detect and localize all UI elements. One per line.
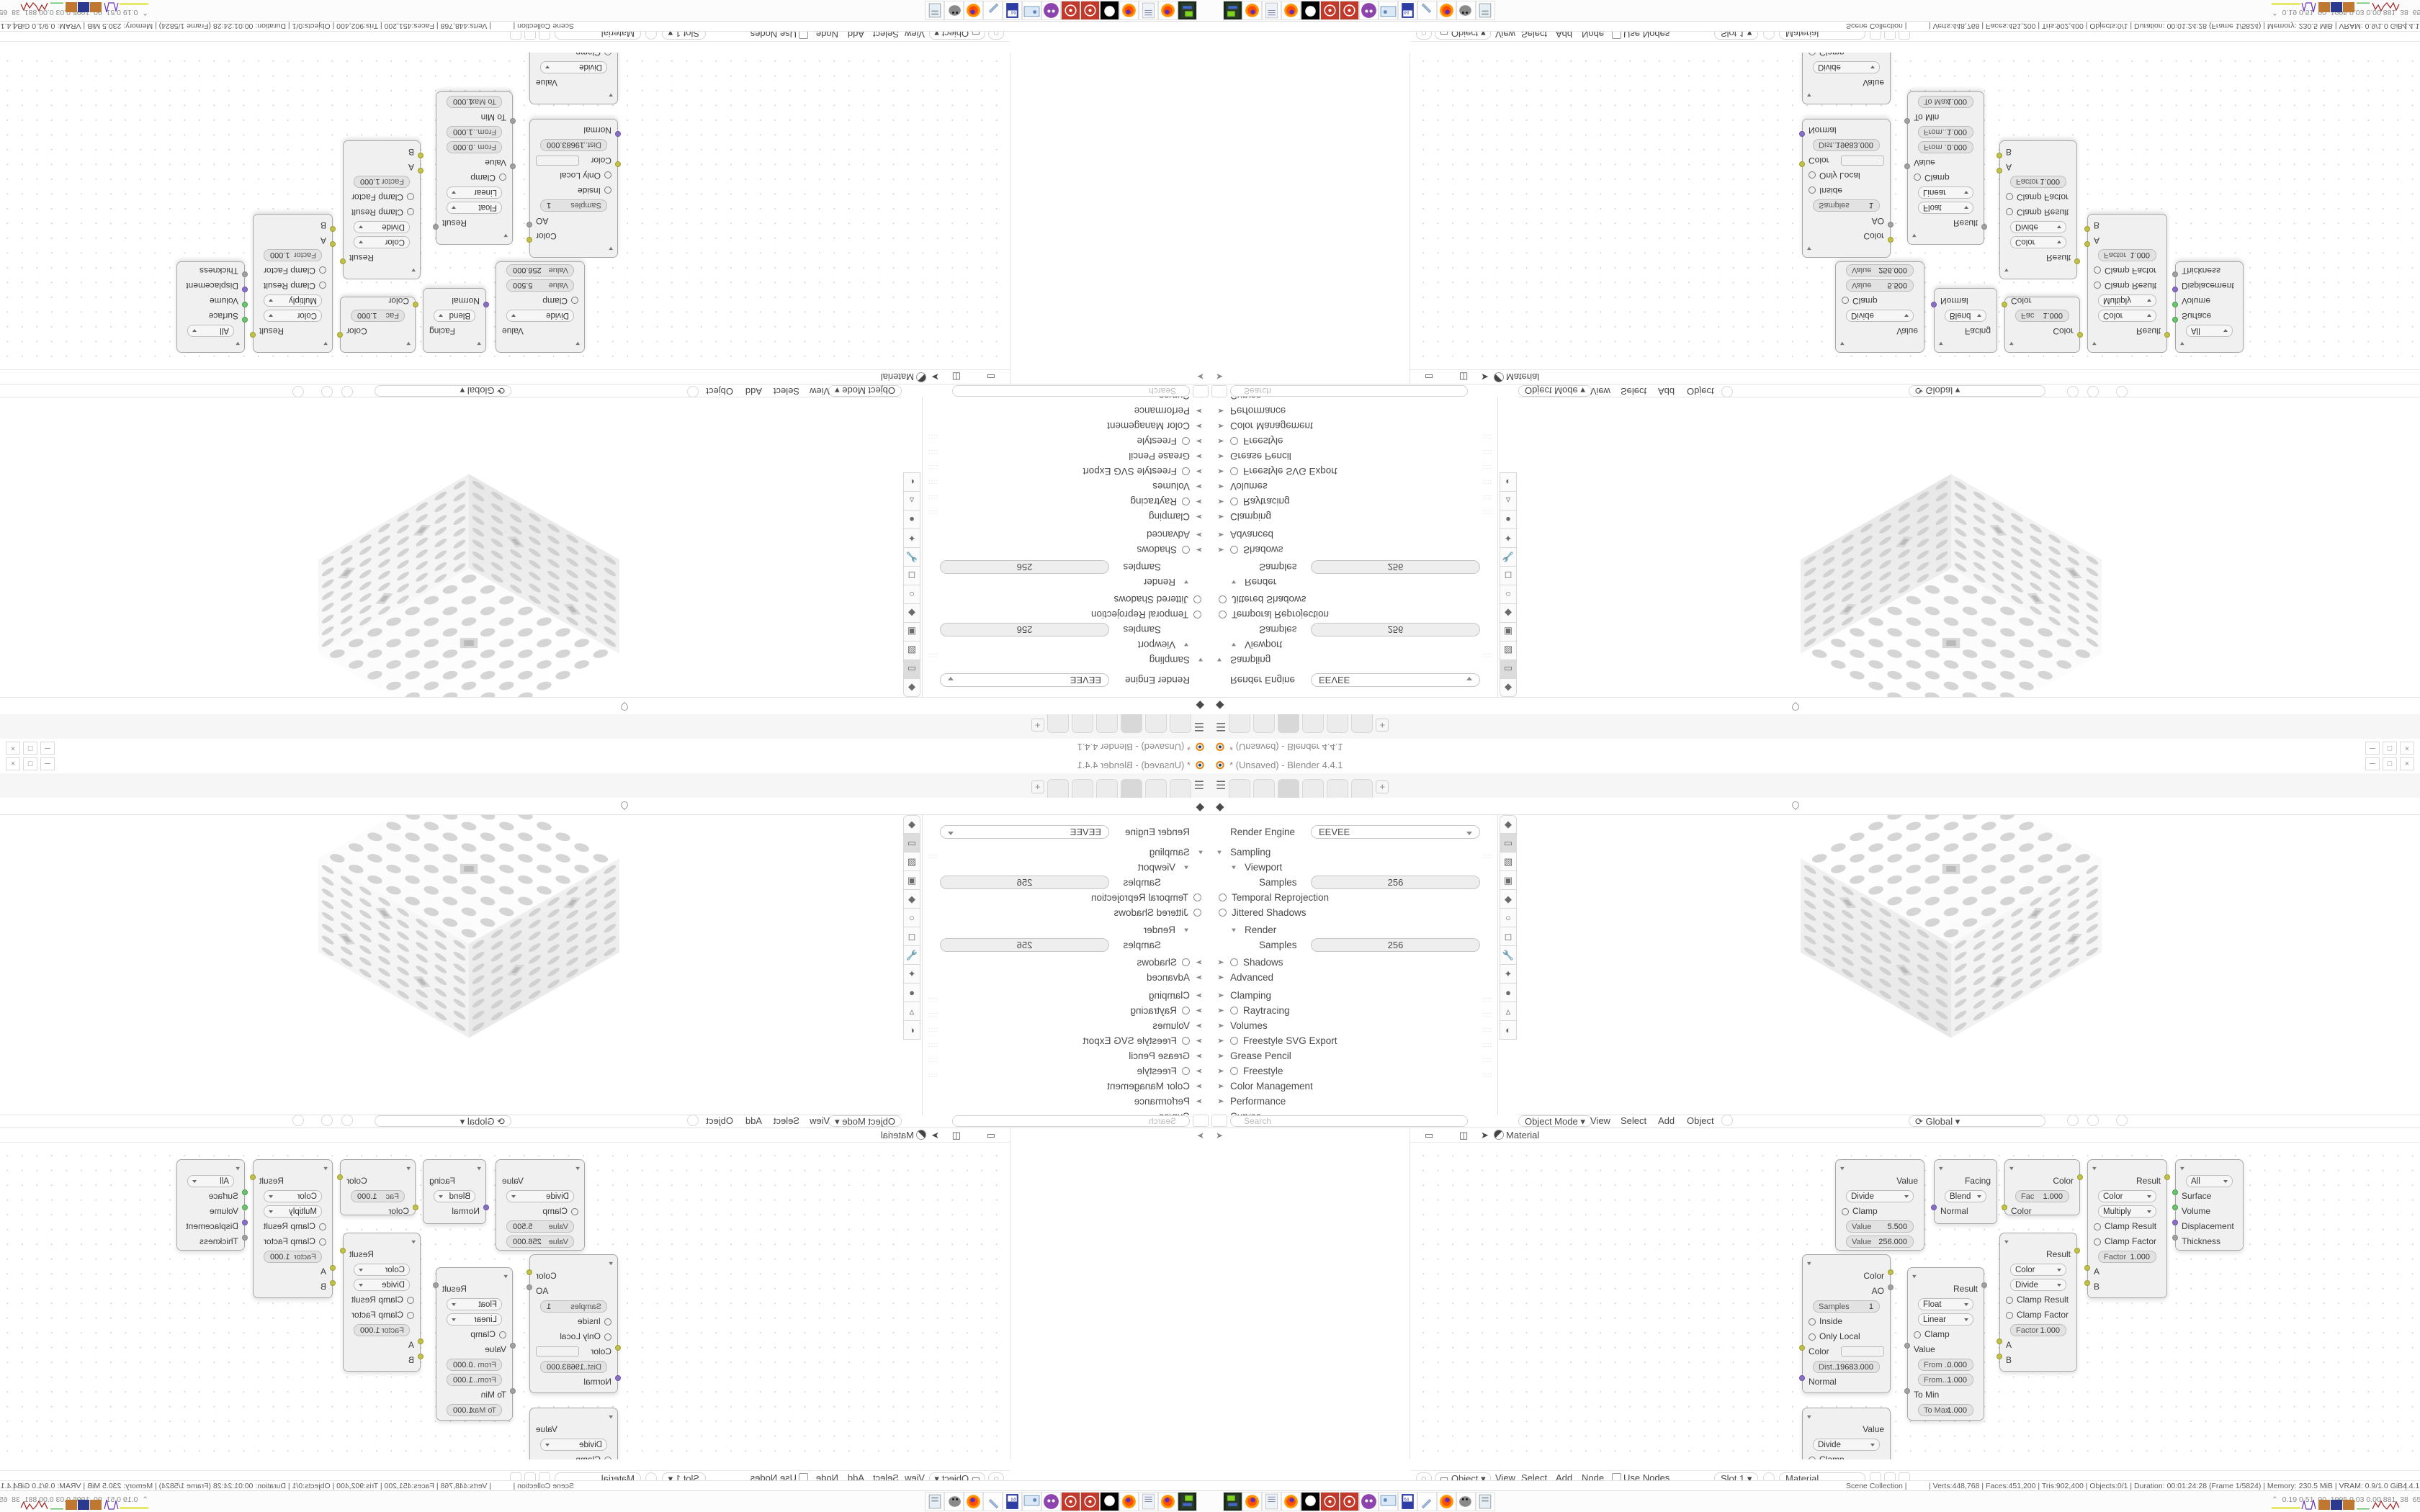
svg-text:64: 64 [1404,10,1409,15]
svg-text:64: 64 [1010,1497,1016,1502]
svg-text:64: 64 [1010,10,1016,15]
svg-text:64: 64 [1404,1497,1409,1502]
